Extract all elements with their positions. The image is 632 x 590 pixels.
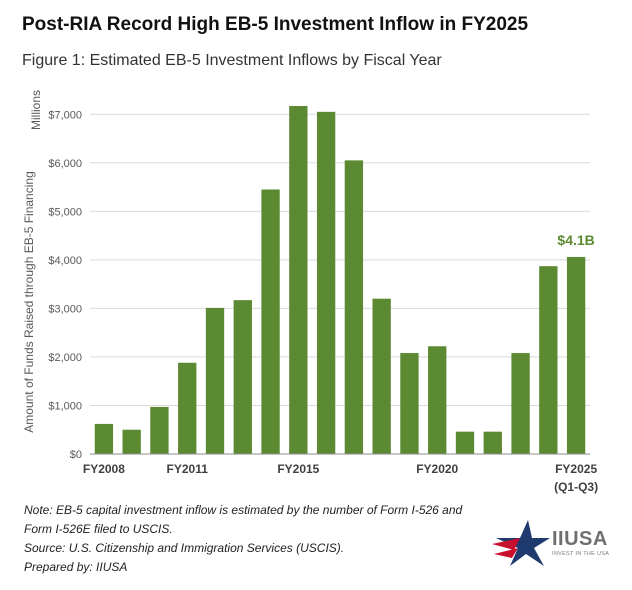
y-tick-label: $4,000	[48, 255, 82, 267]
iiusa-logo: IIUSA INVEST IN THE USA	[490, 518, 620, 568]
bar-fy2025	[566, 256, 586, 454]
bar-fy2011	[178, 362, 197, 454]
bar-fy2013	[233, 300, 252, 454]
bar-fy2014	[261, 189, 280, 454]
data-label-annotation: $4.1B	[557, 232, 594, 248]
bar-fy2023	[511, 353, 530, 454]
prepared-by-line: Prepared by: IIUSA	[24, 560, 128, 574]
note-line-2: Form I-526E filed to USCIS.	[24, 522, 173, 536]
bar-fy2024	[539, 266, 558, 454]
y-tick-label: $6,000	[48, 158, 82, 170]
y-tick-label: $0	[70, 449, 82, 461]
y-tick-label: $5,000	[48, 206, 82, 218]
bar-chart: $0 $1,000 $2,000 $3,000 $4,000 $5,000 $6,000 $7…	[22, 90, 598, 494]
y-axis-unit-label: Millions	[29, 90, 43, 130]
y-tick-label: $3,000	[48, 303, 82, 315]
y-tick-label: $2,000	[48, 352, 82, 364]
bar-fy2019	[400, 353, 419, 454]
bar-fy2010	[150, 406, 169, 454]
bar-fy2015	[289, 106, 308, 455]
note-line-1: Note: EB-5 capital investment inflow is …	[24, 503, 463, 517]
bar-fy2022	[483, 431, 502, 454]
bar-fy2009	[122, 429, 141, 454]
bar-fy2008	[94, 423, 114, 454]
bar-fy2020	[428, 346, 447, 454]
logo-tagline: INVEST IN THE USA	[552, 551, 610, 557]
bar-fy2018	[372, 298, 391, 454]
x-tick-label: FY2011	[167, 462, 209, 476]
source-line: Source: U.S. Citizenship and Immigration…	[24, 541, 345, 555]
logo-wordmark: IIUSA	[552, 528, 608, 550]
y-tick-label: $1,000	[48, 400, 82, 412]
chart-notes: Note: EB-5 capital investment inflow is …	[24, 501, 462, 577]
figure-subtitle: Figure 1: Estimated EB-5 Investment Infl…	[22, 52, 442, 69]
y-axis-label: Amount of Funds Raised through EB-5 Fina…	[22, 171, 36, 432]
x-tick-label: FY2015	[277, 462, 319, 476]
page-title: Post-RIA Record High EB-5 Investment Inf…	[22, 14, 529, 35]
bar-fy2016	[316, 111, 336, 454]
bar-fy2021	[455, 431, 475, 454]
x-tick-sublabel: (Q1-Q3)	[554, 480, 598, 494]
y-tick-label: $7,000	[48, 109, 82, 121]
x-tick-label: FY2008	[83, 462, 125, 476]
bar-fy2017	[344, 160, 364, 454]
x-tick-label: FY2025	[555, 462, 597, 476]
star-icon	[492, 520, 550, 566]
bar-fy2012	[205, 307, 225, 454]
x-tick-label: FY2020	[416, 462, 458, 476]
